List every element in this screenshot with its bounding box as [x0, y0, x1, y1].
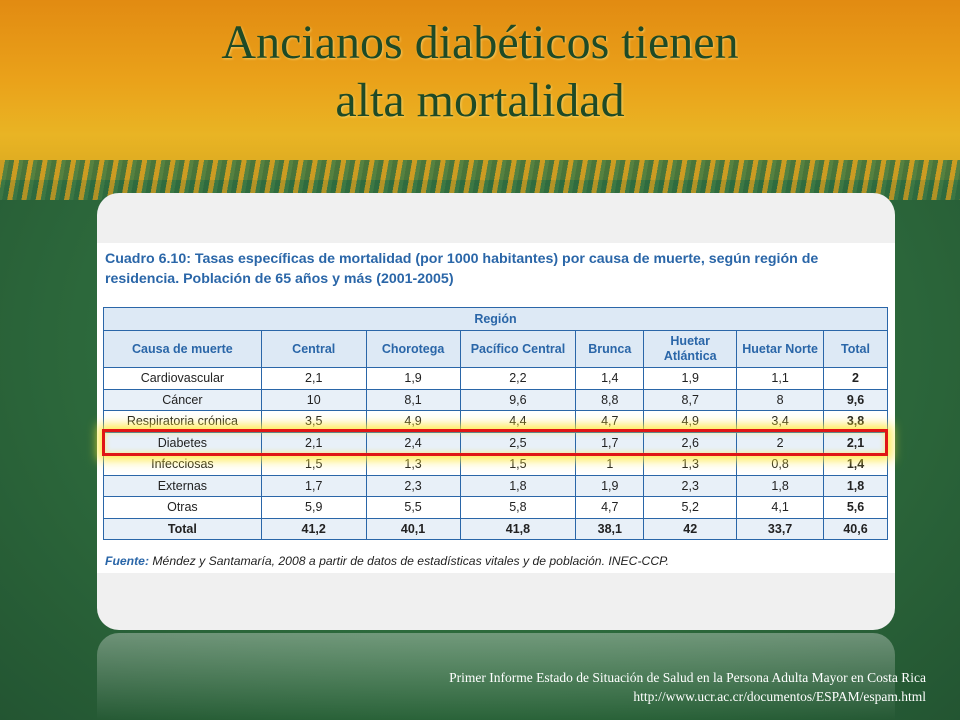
value-cell: 41,8 [459, 517, 577, 540]
value-cell: 38,1 [575, 517, 645, 540]
source-text: Méndez y Santamaría, 2008 a partir de da… [152, 554, 670, 568]
value-cell: 10 [260, 388, 367, 411]
value-cell: 1,3 [365, 453, 461, 476]
cause-cell: Total [103, 517, 262, 540]
cause-cell: Cardiovascular [103, 367, 262, 390]
mortality-table: Región Causa de muerte Central Chorotega… [103, 307, 888, 540]
value-cell: 1,4 [575, 367, 645, 390]
table-document: Cuadro 6.10: Tasas específicas de mortal… [97, 243, 895, 573]
value-cell: 2,1 [260, 367, 367, 390]
value-cell: 1 [575, 453, 645, 476]
cause-cell: Externas [103, 474, 262, 497]
value-cell: 8,7 [643, 388, 738, 411]
column-header: Pacífico Central [459, 330, 577, 368]
value-cell: 2,2 [459, 367, 577, 390]
total-cell: 3,8 [823, 410, 888, 433]
value-cell: 5,9 [260, 496, 367, 519]
total-cell: 40,6 [823, 517, 888, 540]
value-cell: 2,6 [643, 431, 738, 454]
value-cell: 1,7 [575, 431, 645, 454]
table-caption: Cuadro 6.10: Tasas específicas de mortal… [105, 251, 819, 287]
cause-cell: Diabetes [103, 431, 262, 454]
column-header: Chorotega [365, 330, 461, 368]
column-header: Brunca [575, 330, 645, 368]
value-cell: 2,1 [260, 431, 367, 454]
value-cell: 8,1 [365, 388, 461, 411]
value-cell: 2,5 [459, 431, 577, 454]
value-cell: 1,8 [736, 474, 825, 497]
value-cell: 4,7 [575, 496, 645, 519]
value-cell: 2,4 [365, 431, 461, 454]
table-source: Fuente: Méndez y Santamaría, 2008 a part… [105, 554, 669, 568]
total-cell: 2 [823, 367, 888, 390]
table-card: Cuadro 6.10: Tasas específicas de mortal… [97, 193, 895, 630]
table-row: Infecciosas 1,5 1,3 1,5 1 1,3 0,8 1,4 [103, 453, 888, 476]
slide-title-line2: alta mortalidad [335, 74, 625, 127]
value-cell: 2,3 [365, 474, 461, 497]
footer-citation: Primer Informe Estado de Situación de Sa… [449, 670, 926, 685]
table-row: Otras 5,9 5,5 5,8 4,7 5,2 4,1 5,6 [103, 496, 888, 519]
table-total-row: Total 41,2 40,1 41,8 38,1 42 33,7 40,6 [103, 517, 888, 540]
value-cell: 1,1 [736, 367, 825, 390]
table-row: Externas 1,7 2,3 1,8 1,9 2,3 1,8 1,8 [103, 474, 888, 497]
table-row: Cardiovascular 2,1 1,9 2,2 1,4 1,9 1,1 2 [103, 367, 888, 390]
value-cell: 5,8 [459, 496, 577, 519]
value-cell: 1,9 [643, 367, 738, 390]
value-cell: 41,2 [260, 517, 367, 540]
value-cell: 2,3 [643, 474, 738, 497]
value-cell: 0,8 [736, 453, 825, 476]
value-cell: 5,2 [643, 496, 738, 519]
column-header: Total [823, 330, 888, 368]
value-cell: 8,8 [575, 388, 645, 411]
cause-cell: Otras [103, 496, 262, 519]
value-cell: 1,9 [365, 367, 461, 390]
column-header: Huetar Norte [736, 330, 825, 368]
slide-background-top [0, 0, 960, 180]
region-header: Región [103, 307, 888, 331]
slide-footer: Primer Informe Estado de Situación de Sa… [449, 668, 926, 706]
value-cell: 8 [736, 388, 825, 411]
column-header: Huetar Atlántica [643, 330, 738, 368]
table-row-diabetes: Diabetes 2,1 2,4 2,5 1,7 2,6 2 2,1 [103, 431, 888, 454]
value-cell: 1,7 [260, 474, 367, 497]
value-cell: 1,5 [459, 453, 577, 476]
value-cell: 4,1 [736, 496, 825, 519]
total-cell: 1,4 [823, 453, 888, 476]
cause-cell: Infecciosas [103, 453, 262, 476]
value-cell: 1,3 [643, 453, 738, 476]
column-header: Causa de muerte [103, 330, 262, 368]
table-row: Cáncer 10 8,1 9,6 8,8 8,7 8 9,6 [103, 388, 888, 411]
card-reflection [97, 633, 895, 720]
value-cell: 42 [643, 517, 738, 540]
column-header: Central [260, 330, 367, 368]
total-cell: 5,6 [823, 496, 888, 519]
source-label: Fuente: [105, 554, 150, 568]
value-cell: 5,5 [365, 496, 461, 519]
total-cell: 1,8 [823, 474, 888, 497]
total-cell: 9,6 [823, 388, 888, 411]
value-cell: 1,8 [459, 474, 577, 497]
table-header-row: Causa de muerte Central Chorotega Pacífi… [103, 330, 888, 368]
value-cell: 9,6 [459, 388, 577, 411]
value-cell: 2 [736, 431, 825, 454]
value-cell: 1,9 [575, 474, 645, 497]
footer-url: http://www.ucr.ac.cr/documentos/ESPAM/es… [633, 689, 926, 704]
slide-title-line1: Ancianos diabéticos tienen [221, 16, 739, 69]
slide-title: Ancianos diabéticos tienen alta mortalid… [0, 14, 960, 130]
value-cell: 33,7 [736, 517, 825, 540]
diabetes-row-highlight [102, 429, 888, 456]
value-cell: 1,5 [260, 453, 367, 476]
table-region-row: Región [103, 307, 888, 331]
value-cell: 40,1 [365, 517, 461, 540]
cause-cell: Cáncer [103, 388, 262, 411]
